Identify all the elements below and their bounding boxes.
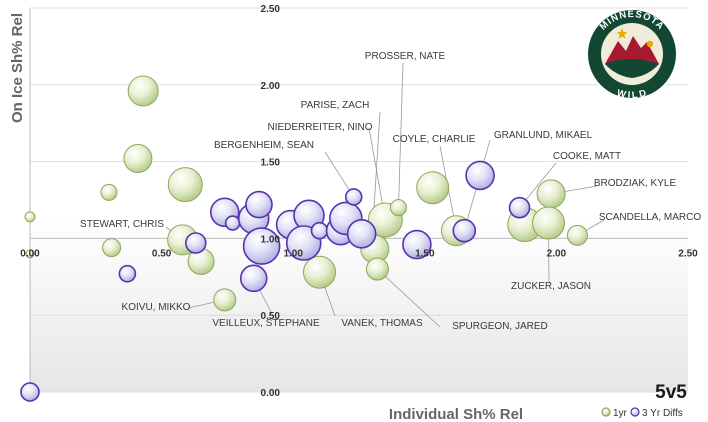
player-label: SCANDELLA, MARCO bbox=[599, 212, 701, 223]
legend-marker bbox=[630, 407, 640, 417]
player-label: STEWART, CHRIS bbox=[80, 219, 164, 230]
bubble-3yr-diffs bbox=[465, 160, 495, 191]
bubble-3yr-diffs bbox=[402, 229, 432, 260]
bubble-1yr bbox=[123, 144, 153, 174]
player-label: COOKE, MATT bbox=[553, 151, 621, 162]
bubble-1yr bbox=[365, 257, 389, 281]
legend-marker bbox=[601, 407, 611, 417]
y-tick-label: 0.50 bbox=[261, 311, 281, 322]
y-tick-label: 0.00 bbox=[261, 388, 281, 399]
game-state-label: 5v5 bbox=[655, 382, 687, 403]
player-label: VEILLEUX, STEPHANE bbox=[212, 318, 320, 329]
bubble-1yr bbox=[100, 183, 118, 201]
player-label: BRODZIAK, KYLE bbox=[594, 178, 677, 189]
bubble-3yr-diffs bbox=[185, 232, 207, 254]
legend-label: 3 Yr Diffs bbox=[642, 408, 683, 419]
x-tick-label: 1.50 bbox=[415, 248, 435, 259]
y-tick-label: 1.00 bbox=[261, 234, 281, 245]
x-tick-label: 1.00 bbox=[283, 248, 303, 259]
bubbles bbox=[20, 75, 588, 402]
annotation-leader bbox=[398, 62, 404, 208]
bubble-3yr-diffs bbox=[344, 188, 363, 206]
bubble-1yr bbox=[25, 249, 35, 259]
player-label: NIEDERREITER, NINO bbox=[267, 122, 372, 133]
player-label: GRANLUND, MIKAEL bbox=[494, 130, 593, 141]
bubble-1yr bbox=[213, 288, 237, 312]
player-label: PARISE, ZACH bbox=[301, 100, 370, 111]
tick-labels: 0.00 0.50 1.00 1.50 2.00 2.50 0.00 0.50 1.00 1.50… bbox=[20, 4, 698, 399]
player-label: SPURGEON, JARED bbox=[452, 321, 548, 332]
logo-head-shape bbox=[605, 36, 659, 64]
bubble-3yr-diffs bbox=[452, 218, 477, 243]
player-label: KOIVU, MIKKO bbox=[122, 302, 191, 313]
bubble-1yr bbox=[566, 224, 588, 246]
bubble-3yr-diffs bbox=[242, 227, 281, 265]
x-tick-label: 0.00 bbox=[20, 248, 40, 259]
bubble-1yr bbox=[303, 255, 337, 289]
bubble-3yr-diffs bbox=[346, 218, 377, 249]
legend: 1yr 3 Yr Diffs bbox=[601, 407, 683, 419]
x-axis-title: Individual Sh% Rel bbox=[389, 406, 523, 422]
bubble-1yr bbox=[102, 238, 122, 258]
player-label: COYLE, CHARLIE bbox=[393, 134, 476, 145]
bubble-1yr bbox=[167, 167, 203, 203]
bubble-3yr-diffs bbox=[20, 382, 40, 402]
annotation-labels: PROSSER, NATE PARISE, ZACH NIEDERREITER, N… bbox=[80, 51, 701, 332]
bubble-3yr-diffs bbox=[224, 215, 241, 231]
bubble-3yr-diffs bbox=[508, 196, 531, 219]
x-tick-label: 2.00 bbox=[547, 248, 567, 259]
annotation-leader bbox=[377, 268, 441, 328]
y-tick-label: 2.00 bbox=[261, 81, 281, 92]
x-tick-label: 0.50 bbox=[152, 248, 172, 259]
bubble-1yr bbox=[389, 199, 407, 217]
annotation-leader bbox=[324, 151, 355, 198]
player-label: PROSSER, NATE bbox=[365, 51, 446, 62]
x-tick-label: 2.50 bbox=[678, 248, 698, 259]
player-label: ZUCKER, JASON bbox=[511, 281, 591, 292]
player-label: BERGENHEIM, SEAN bbox=[214, 140, 314, 151]
bubble-1yr bbox=[536, 179, 566, 209]
bubble-3yr-diffs bbox=[118, 264, 137, 283]
bubble-1yr bbox=[24, 211, 36, 223]
player-label: VANEK, THOMAS bbox=[341, 318, 423, 329]
bubble-1yr bbox=[127, 75, 159, 107]
bubble-1yr bbox=[416, 171, 450, 205]
bubble-3yr-diffs bbox=[310, 221, 329, 240]
y-tick-label: 2.50 bbox=[261, 4, 281, 15]
y-tick-label: 1.50 bbox=[261, 158, 281, 169]
bubble-3yr-diffs bbox=[245, 190, 273, 219]
bubble-3yr-diffs bbox=[239, 264, 268, 293]
legend-label: 1yr bbox=[613, 408, 628, 419]
bubble-1yr bbox=[532, 206, 566, 240]
minnesota-wild-logo: MINNESOTA WILD bbox=[586, 8, 678, 101]
y-axis-title: On Ice Sh% Rel bbox=[9, 13, 26, 123]
